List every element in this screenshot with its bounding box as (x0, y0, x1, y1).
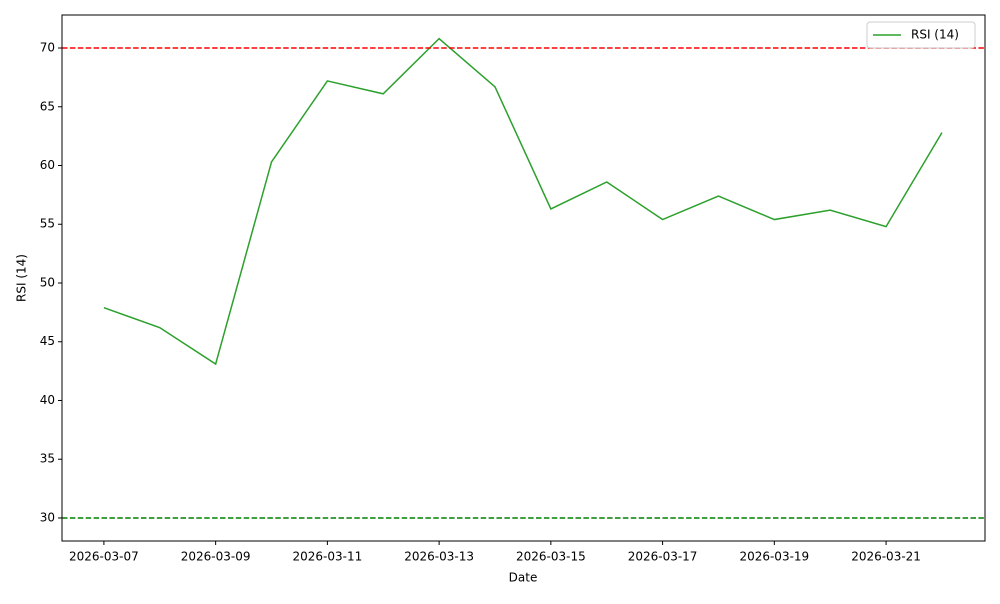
y-axis-label: RSI (14) (15, 254, 29, 302)
x-tick-label: 2026-03-15 (516, 550, 586, 564)
x-tick-label: 2026-03-19 (739, 550, 809, 564)
y-tick-label: 35 (40, 452, 55, 466)
x-tick-label: 2026-03-17 (628, 550, 698, 564)
legend-label: RSI (14) (911, 28, 959, 42)
plot-frame (61, 14, 986, 542)
y-tick-label: 65 (40, 99, 55, 113)
y-tick-label: 50 (40, 275, 55, 289)
x-axis-label: Date (509, 571, 538, 585)
y-tick-label: 45 (40, 334, 55, 348)
x-tick-label: 2026-03-13 (404, 550, 474, 564)
y-tick-label: 40 (40, 393, 55, 407)
legend-box (866, 21, 976, 49)
x-tick-label: 2026-03-07 (69, 550, 139, 564)
series-line (103, 37, 943, 366)
y-tick-label: 30 (40, 510, 55, 524)
x-tick-label: 2026-03-21 (851, 550, 921, 564)
x-tick-label: 2026-03-09 (181, 550, 251, 564)
y-tick-label: 70 (40, 41, 55, 55)
y-tick-label: 60 (40, 158, 55, 172)
x-tick-label: 2026-03-11 (293, 550, 363, 564)
y-tick-label: 55 (40, 217, 55, 231)
